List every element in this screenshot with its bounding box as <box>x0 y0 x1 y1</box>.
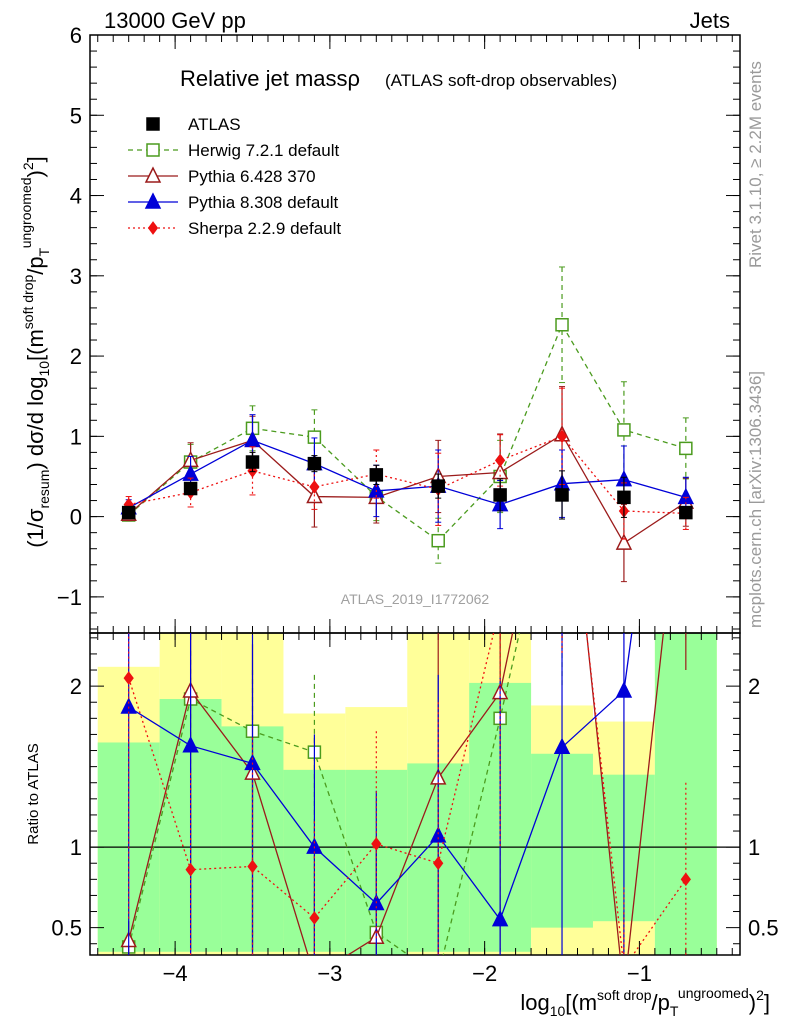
ratio-y-axis-title: Ratio to ATLAS <box>25 743 42 844</box>
series-line <box>128 433 687 545</box>
x-tick-label: −3 <box>317 961 342 986</box>
ratio-point <box>123 671 134 685</box>
legend-marker <box>146 117 160 131</box>
data-point <box>617 423 631 437</box>
y-tick-label: 5 <box>70 103 82 128</box>
legend-item: Herwig 7.2.1 default <box>128 141 339 160</box>
ratio-line <box>128 633 521 955</box>
ratio-point <box>432 970 444 982</box>
ratio-y-tick-label: 1 <box>70 835 82 860</box>
ratio-point <box>430 826 447 843</box>
ratio-point <box>309 911 320 925</box>
main-series-group <box>120 266 695 583</box>
ratio-y-tick-label-right: 2 <box>748 674 760 699</box>
x-tick-label: −1 <box>627 961 652 986</box>
legend-label: Pythia 6.428 370 <box>188 167 316 186</box>
ratio-point <box>615 681 633 698</box>
data-point <box>245 455 260 469</box>
legend-item: Pythia 6.428 370 <box>128 166 316 186</box>
header-observable-label: Jets <box>689 8 730 33</box>
legend-label: ATLAS <box>188 115 241 134</box>
data-point <box>309 480 320 494</box>
header-process-label: 13000 GeV pp <box>104 8 246 33</box>
legend-marker <box>147 221 159 235</box>
legend-label: Sherpa 2.2.9 default <box>188 219 341 238</box>
ratio-point <box>496 600 505 612</box>
ratio-y-tick-label: 2 <box>70 674 82 699</box>
chart-subtitle: (ATLAS soft-drop observables) <box>385 71 617 90</box>
ratio-series-sherpa-2-2-9-default <box>123 600 691 955</box>
ratio-clipped-group <box>120 227 693 982</box>
legend-item: Pythia 8.308 default <box>128 192 339 212</box>
data-point <box>431 533 445 548</box>
ratio-point <box>679 227 693 241</box>
data-point <box>679 505 693 520</box>
ratio-point <box>182 736 199 753</box>
ratio-point <box>247 859 258 874</box>
series-atlas <box>121 451 693 520</box>
data-point <box>556 429 568 444</box>
data-point <box>369 468 384 482</box>
ratio-line <box>128 633 633 921</box>
ratio-point <box>553 737 571 755</box>
main-plot-frame: −1 0 1 2 3 4 5 6 Relative jet massρ (ATLAS soft-d… <box>57 23 741 634</box>
y-tick-label: 4 <box>70 184 82 209</box>
series-pythia-6-428-370 <box>120 386 695 583</box>
series-line <box>128 323 687 542</box>
legend-item: Sherpa 2.2.9 default <box>128 219 341 238</box>
series-herwig-7-2-1-default <box>121 266 693 564</box>
analysis-watermark: ATLAS_2019_I1772062 <box>341 591 490 607</box>
data-point <box>555 488 569 502</box>
legend: ATLAS Herwig 7.2.1 default Pythia 6.428 37… <box>128 115 341 238</box>
data-point <box>617 490 631 505</box>
data-point <box>493 488 507 502</box>
data-point <box>307 456 322 471</box>
y-tick-label: 2 <box>70 344 82 369</box>
ratio-point <box>371 837 382 851</box>
x-axis-title: log10[(msoft drop/pTungroomed)2] <box>520 985 770 1019</box>
series-line <box>128 435 686 515</box>
ratio-plot-frame: 0.5 0.5 1 1 2 2 −4 −3 −2 −1 Ratio to ATLAS <box>25 632 779 986</box>
series-pythia-8-308-default <box>120 414 695 530</box>
data-point <box>555 318 569 332</box>
data-point <box>494 453 506 468</box>
legend-label: Herwig 7.2.1 default <box>188 141 339 160</box>
series-line <box>128 439 687 509</box>
x-tick-label: −2 <box>472 961 497 986</box>
x-tick-label: −4 <box>163 961 188 986</box>
main-clipped-group <box>120 266 695 583</box>
y-tick-label: 3 <box>70 264 82 289</box>
legend-marker <box>144 192 162 209</box>
ratio-frame-border <box>89 632 741 956</box>
legend-item: ATLAS <box>146 115 241 134</box>
data-point <box>615 533 633 550</box>
ratio-y-tick-label-right: 1 <box>748 835 760 860</box>
ratio-point <box>618 278 630 290</box>
chart-title: Relative jet massρ <box>180 66 360 91</box>
data-point <box>121 505 136 520</box>
legend-label: Pythia 8.308 default <box>188 193 339 212</box>
ratio-point <box>433 856 444 871</box>
svg-text:log10[(msoft drop/pTungroomed): log10[(msoft drop/pTungroomed)2] <box>520 985 770 1019</box>
data-point <box>183 481 198 496</box>
ratio-point <box>491 909 509 927</box>
y-tick-label: −1 <box>57 585 82 610</box>
y-tick-label: 0 <box>70 505 82 530</box>
legend-marker <box>144 166 162 183</box>
ratio-y-tick-label-right: 0.5 <box>748 916 779 941</box>
svg-text:(1/σresum) dσ/d log10[(msoft d: (1/σresum) dσ/d log10[(msoft drop/pTungr… <box>18 156 52 548</box>
ratio-y-tick-label: 0.5 <box>51 916 82 941</box>
ratio-point <box>185 862 196 877</box>
data-point <box>431 479 445 493</box>
series-sherpa-2-2-9-default <box>123 387 691 540</box>
y-tick-label: 1 <box>70 424 82 449</box>
main-y-axis-title: (1/σresum) dσ/d log10[(msoft drop/pTungr… <box>18 156 52 548</box>
legend-marker <box>146 143 160 157</box>
data-point <box>679 441 693 456</box>
y-tick-label: 6 <box>70 23 82 48</box>
ratio-series-group <box>120 227 693 982</box>
ratio-point <box>680 872 691 887</box>
